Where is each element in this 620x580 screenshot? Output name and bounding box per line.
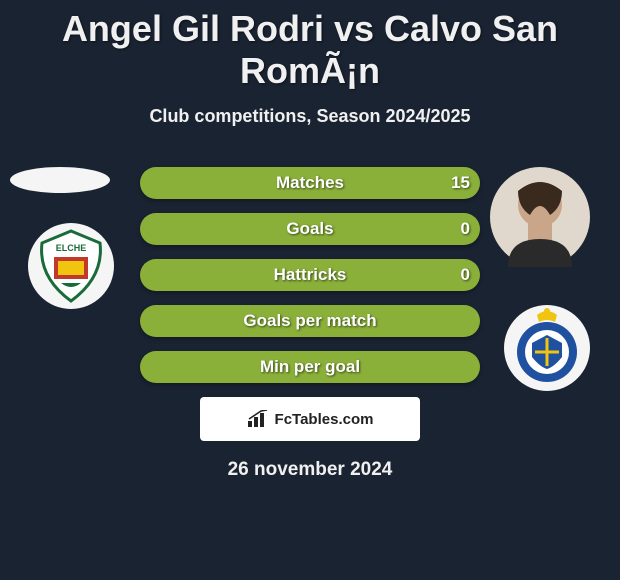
stat-right-value: 0	[461, 265, 470, 285]
footer-date: 26 november 2024	[0, 459, 620, 481]
stat-row: Min per goal	[140, 351, 480, 383]
player-left-avatar	[10, 167, 110, 193]
stat-label: Goals	[140, 219, 480, 239]
page-subtitle: Club competitions, Season 2024/2025	[0, 106, 620, 127]
stat-label: Min per goal	[140, 357, 480, 377]
stat-row: Goals per match	[140, 305, 480, 337]
stat-label: Hattricks	[140, 265, 480, 285]
stat-row: Matches 15	[140, 167, 480, 199]
brand-label: FcTables.com	[275, 411, 374, 428]
stat-right-value: 15	[451, 173, 470, 193]
comparison-panel: ELCHE Matches 15 Goals 0 Hattricks 0 Goa…	[0, 167, 620, 481]
club-right-badge	[504, 305, 590, 391]
stat-label: Matches	[140, 173, 480, 193]
stat-right-value: 0	[461, 219, 470, 239]
stat-label: Goals per match	[140, 311, 480, 331]
chart-icon	[247, 410, 269, 428]
page-title: Angel Gil Rodri vs Calvo San RomÃ¡n	[0, 0, 620, 92]
club-left-badge: ELCHE	[28, 223, 114, 309]
stats-list: Matches 15 Goals 0 Hattricks 0 Goals per…	[140, 167, 480, 383]
stat-row: Goals 0	[140, 213, 480, 245]
svg-text:ELCHE: ELCHE	[56, 243, 87, 253]
player-right-avatar	[490, 167, 590, 267]
brand-box: FcTables.com	[200, 397, 420, 441]
stat-row: Hattricks 0	[140, 259, 480, 291]
